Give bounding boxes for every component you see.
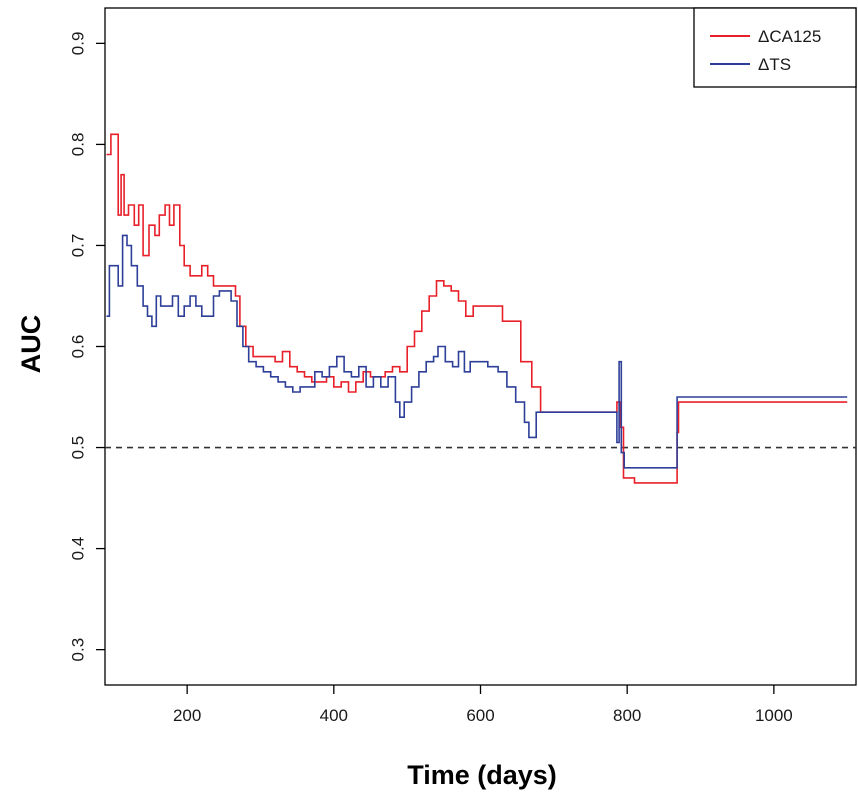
x-tick-label: 400 bbox=[320, 706, 348, 725]
y-tick-label: 0.5 bbox=[69, 436, 88, 460]
x-axis: 200 400 600 800 1000 bbox=[173, 685, 793, 725]
y-axis: 0.3 0.4 0.5 0.6 0.7 0.8 0.9 bbox=[69, 32, 105, 662]
x-tick-label: 200 bbox=[173, 706, 201, 725]
y-tick-label: 0.7 bbox=[69, 234, 88, 258]
x-tick-label: 1000 bbox=[755, 706, 793, 725]
legend-box bbox=[693, 7, 857, 88]
y-tick-label: 0.4 bbox=[69, 537, 88, 561]
y-tick-label: 0.9 bbox=[69, 32, 88, 56]
y-tick-label: 0.6 bbox=[69, 335, 88, 359]
legend-label-ca125: ΔCA125 bbox=[758, 27, 821, 46]
series-line-0 bbox=[106, 133, 848, 484]
series-line-1 bbox=[106, 234, 848, 469]
plot-frame bbox=[104, 7, 857, 686]
x-axis-title: Time (days) bbox=[407, 760, 557, 790]
y-tick-label: 0.3 bbox=[69, 638, 88, 662]
y-axis-title: AUC bbox=[16, 315, 46, 374]
y-tick-label: 0.8 bbox=[69, 133, 88, 157]
series-layer bbox=[106, 133, 848, 484]
legend-label-ts: ΔTS bbox=[758, 55, 791, 74]
x-tick-label: 800 bbox=[613, 706, 641, 725]
x-tick-label: 600 bbox=[466, 706, 494, 725]
legend: ΔCA125 ΔTS bbox=[693, 7, 857, 88]
